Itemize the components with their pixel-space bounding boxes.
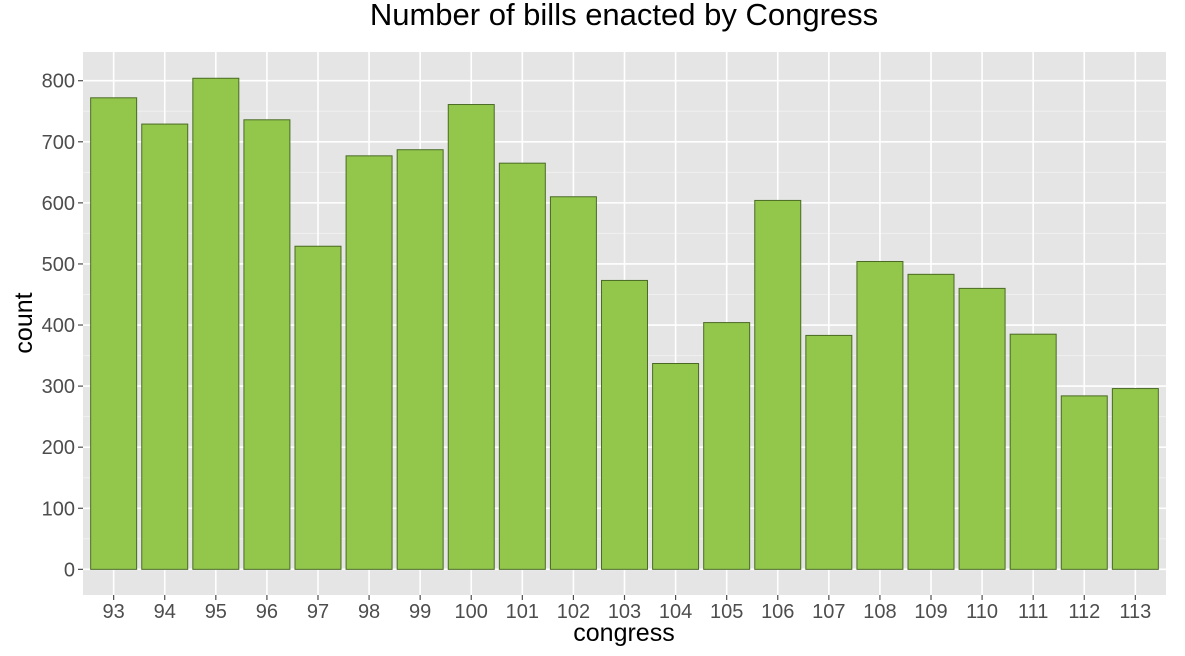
y-tick-label: 300 <box>42 376 75 398</box>
x-tick-label: 109 <box>914 601 947 623</box>
bar-95 <box>192 77 240 570</box>
x-tick-label: 105 <box>710 601 743 623</box>
bar-108 <box>856 261 904 570</box>
bar-93 <box>90 97 138 570</box>
bar-103 <box>601 279 648 570</box>
y-tick-label: 400 <box>42 315 75 337</box>
bar-97 <box>294 245 342 570</box>
x-tick-label: 98 <box>358 601 380 623</box>
y-tick-label: 700 <box>42 132 75 154</box>
bar-110 <box>958 287 1006 570</box>
x-tick-label: 113 <box>1119 601 1151 623</box>
y-tick-label: 100 <box>42 498 75 520</box>
bar-101 <box>498 162 546 570</box>
x-tick-label: 97 <box>307 601 329 623</box>
bar-111 <box>1009 333 1057 570</box>
y-tick-label: 800 <box>42 71 75 93</box>
x-tick-label: 96 <box>256 601 278 623</box>
x-tick-label: 102 <box>557 601 590 623</box>
x-tick-label: 106 <box>761 601 794 623</box>
bar-112 <box>1060 395 1108 570</box>
x-tick-label: 111 <box>1018 601 1048 623</box>
x-tick-label: 99 <box>409 601 431 623</box>
x-tick-label: 104 <box>659 601 692 623</box>
bar-113 <box>1111 388 1159 570</box>
bar-105 <box>703 322 751 570</box>
bar-100 <box>447 104 495 570</box>
bar-107 <box>805 334 853 570</box>
y-tick-label: 600 <box>42 193 75 215</box>
bar-102 <box>549 196 597 570</box>
y-axis-ticks: 0 100 200 300 400 500 600 700 800 <box>42 71 83 581</box>
x-tick-label: 112 <box>1068 601 1100 623</box>
bar-104 <box>652 363 700 570</box>
x-tick-label: 108 <box>863 601 896 623</box>
x-tick-label: 103 <box>608 601 641 623</box>
bar-98 <box>345 155 393 570</box>
bar-106 <box>754 199 802 570</box>
x-tick-label: 95 <box>205 601 227 623</box>
x-tick-label: 107 <box>812 601 845 623</box>
y-tick-label: 500 <box>42 254 75 276</box>
bar-109 <box>907 273 955 570</box>
chart-title: Number of bills enacted by Congress <box>370 0 878 32</box>
y-tick-label: 200 <box>42 437 75 459</box>
bar-94 <box>141 123 189 570</box>
x-tick-label: 100 <box>455 601 488 623</box>
x-tick-label: 94 <box>154 601 176 623</box>
y-tick-label: 0 <box>64 559 75 581</box>
bars <box>90 77 1159 570</box>
bar-99 <box>396 149 444 570</box>
y-axis-title: count <box>10 292 38 353</box>
bar-96 <box>243 119 291 570</box>
x-tick-label: 110 <box>966 601 998 623</box>
x-tick-label: 101 <box>506 601 539 623</box>
x-axis-title: congress <box>573 619 674 647</box>
x-axis-ticks: 93 94 95 96 97 98 99 100 101 102 103 104 105 106 107 10… <box>103 595 1151 623</box>
x-tick-label: 93 <box>103 601 125 623</box>
